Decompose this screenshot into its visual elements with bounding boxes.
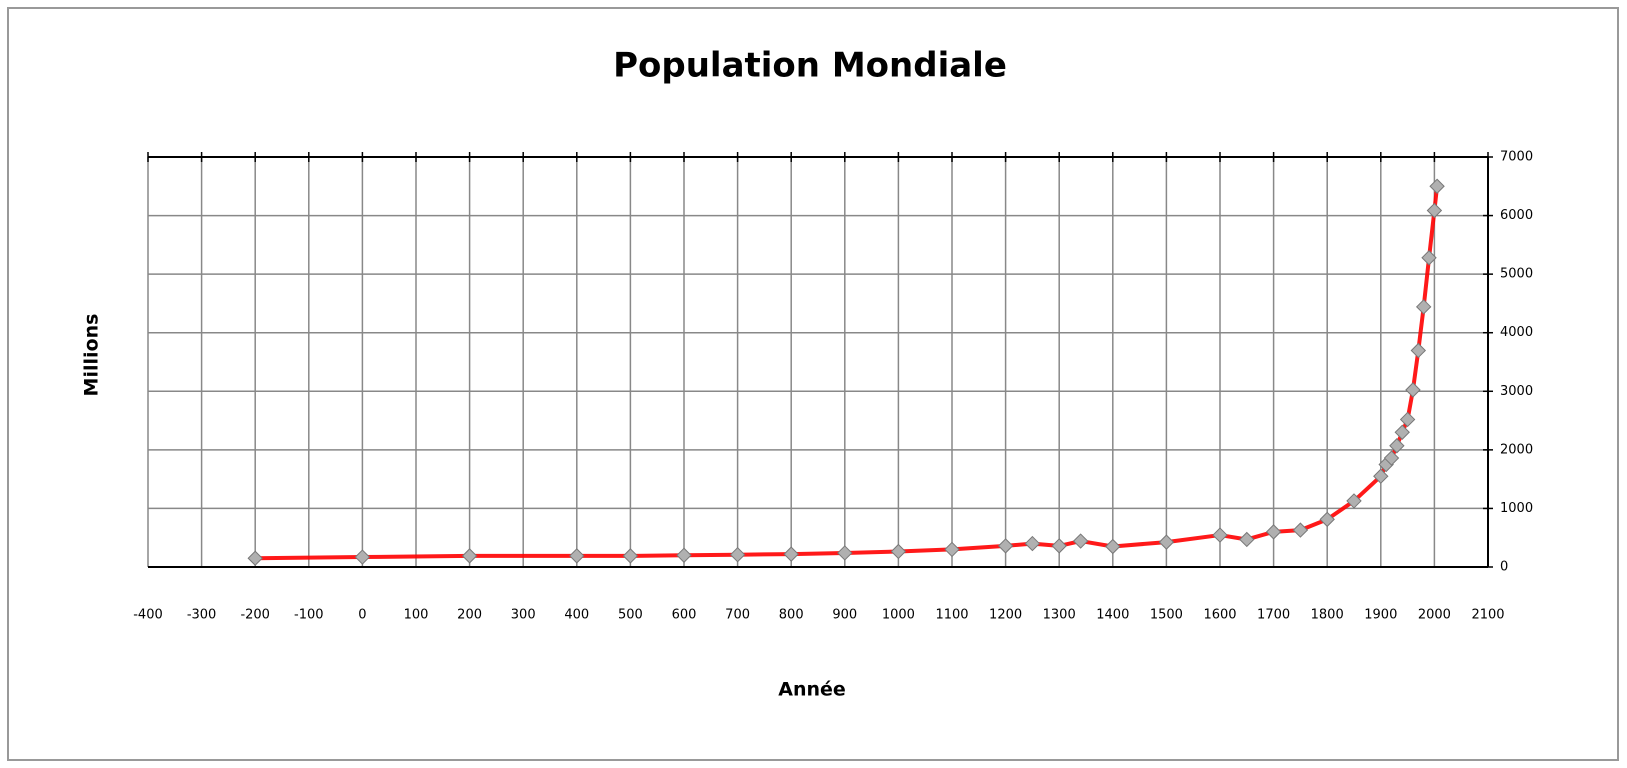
chart-frame xyxy=(7,7,1619,761)
x-tick-label: 1700 xyxy=(1257,608,1290,623)
data-marker xyxy=(676,547,692,563)
data-marker xyxy=(1399,411,1416,428)
data-marker xyxy=(461,548,478,564)
data-marker xyxy=(1415,299,1432,315)
data-marker xyxy=(1426,202,1443,219)
y-axis-label: Millions xyxy=(81,314,103,397)
data-marker xyxy=(1158,534,1175,550)
y-tick-label: 6000 xyxy=(1500,208,1533,223)
x-tick-label: 1000 xyxy=(882,608,915,623)
x-tick-label: 400 xyxy=(564,608,589,623)
y-tick-label: 3000 xyxy=(1500,384,1533,399)
data-marker xyxy=(783,546,799,562)
x-tick-label: 1800 xyxy=(1311,608,1344,623)
y-tick-label: 4000 xyxy=(1500,325,1533,340)
data-marker xyxy=(1346,493,1362,509)
x-tick-label: 1300 xyxy=(1043,608,1076,623)
data-marker xyxy=(1239,531,1255,548)
x-tick-label: 1900 xyxy=(1364,608,1397,623)
x-tick-label: -100 xyxy=(294,608,324,623)
data-marker xyxy=(1394,424,1410,440)
x-tick-label: 700 xyxy=(725,608,750,623)
data-marker xyxy=(1405,382,1421,398)
data-marker xyxy=(837,545,853,561)
data-marker xyxy=(1373,468,1389,484)
x-tick-label: 1400 xyxy=(1096,608,1129,623)
x-tick-label: -400 xyxy=(133,608,163,623)
x-tick-label: -300 xyxy=(187,608,217,623)
x-tick-label: 800 xyxy=(779,608,804,623)
data-marker xyxy=(1383,450,1400,466)
y-tick-label: 2000 xyxy=(1500,442,1533,457)
x-tick-label: 900 xyxy=(832,608,857,623)
data-marker xyxy=(354,549,371,565)
data-marker xyxy=(1072,533,1089,549)
x-tick-label: 1200 xyxy=(989,608,1022,623)
x-tick-label: 200 xyxy=(457,608,482,623)
y-tick-label: 0 xyxy=(1500,560,1508,575)
y-tick-label: 7000 xyxy=(1500,150,1533,165)
data-marker xyxy=(1421,250,1437,266)
x-tick-label: 500 xyxy=(618,608,643,623)
x-axis-label: Année xyxy=(778,679,846,701)
data-marker xyxy=(1319,511,1335,528)
data-marker xyxy=(1051,538,1067,554)
chart-title: Population Mondiale xyxy=(613,46,1007,86)
x-tick-label: 300 xyxy=(511,608,536,623)
data-marker xyxy=(1212,527,1228,543)
x-tick-label: 1500 xyxy=(1150,608,1183,623)
data-marker xyxy=(1410,342,1427,359)
y-tick-label: 1000 xyxy=(1500,501,1533,516)
x-tick-label: 2100 xyxy=(1471,608,1504,623)
data-marker xyxy=(1429,178,1445,194)
x-tick-label: 1600 xyxy=(1203,608,1236,623)
data-marker xyxy=(729,546,746,563)
data-marker xyxy=(890,543,907,560)
x-tick-label: 1100 xyxy=(935,608,968,623)
data-marker xyxy=(1105,538,1121,555)
y-tick-label: 5000 xyxy=(1500,267,1533,282)
data-marker xyxy=(997,538,1014,554)
data-marker xyxy=(1292,522,1309,538)
x-tick-label: 600 xyxy=(672,608,697,623)
data-marker xyxy=(944,541,960,558)
data-marker xyxy=(1265,524,1282,540)
data-marker xyxy=(622,548,639,564)
data-marker xyxy=(569,548,585,564)
x-tick-label: 2000 xyxy=(1418,608,1451,623)
data-marker xyxy=(1024,535,1041,552)
x-tick-label: -200 xyxy=(240,608,270,623)
data-marker xyxy=(247,550,263,566)
x-tick-label: 0 xyxy=(358,608,366,623)
x-tick-label: 100 xyxy=(404,608,429,623)
data-marker xyxy=(1389,438,1405,454)
